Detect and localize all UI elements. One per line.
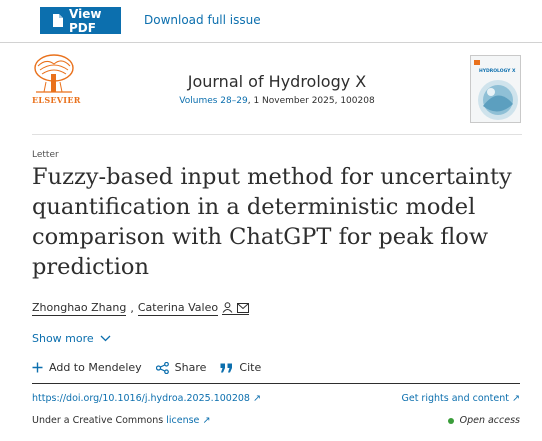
- divider: [32, 383, 520, 384]
- person-icon: [222, 302, 233, 313]
- cover-title: HYDROLOGY X: [479, 68, 516, 74]
- license-text: license: [166, 415, 200, 426]
- article-actions: Add to Mendeley Share Cite: [32, 361, 275, 374]
- plus-icon: [32, 362, 43, 373]
- envelope-icon: [237, 302, 250, 313]
- external-link-icon: ↗: [253, 393, 261, 404]
- doi-link[interactable]: https://doi.org/10.1016/j.hydroa.2025.10…: [32, 393, 261, 404]
- article-title: Fuzzy-based input method for uncertainty…: [32, 164, 512, 280]
- elsevier-tree-icon: [34, 54, 74, 93]
- open-access-badge: Open access: [447, 415, 520, 426]
- external-link-icon: ↗: [512, 393, 520, 404]
- external-link-icon: ↗: [202, 415, 211, 426]
- cite-button[interactable]: Cite: [220, 361, 261, 374]
- journal-cover-art: HYDROLOGY X: [474, 60, 518, 120]
- elsevier-wordmark: ELSEVIER: [32, 95, 81, 105]
- license-link[interactable]: license ↗: [166, 415, 210, 426]
- mendeley-label: Add to Mendeley: [49, 361, 142, 374]
- add-to-mendeley-button[interactable]: Add to Mendeley: [32, 361, 142, 374]
- share-button[interactable]: Share: [155, 361, 207, 374]
- issue-details: , 1 November 2025, 100208: [247, 96, 375, 106]
- doi-text: https://doi.org/10.1016/j.hydroa.2025.10…: [32, 393, 250, 404]
- open-access-label: Open access: [459, 415, 520, 426]
- journal-title[interactable]: Journal of Hydrology X: [187, 72, 367, 91]
- author-list: Zhonghao Zhang, Caterina Valeo: [32, 301, 250, 316]
- get-rights-link[interactable]: Get rights and content ↗: [401, 393, 520, 404]
- corresponding-author-icons[interactable]: [222, 302, 250, 315]
- license-line: Under a Creative Commons license ↗: [32, 415, 210, 426]
- show-more-label: Show more: [32, 332, 94, 345]
- download-full-issue-link[interactable]: Download full issue: [144, 13, 261, 27]
- pdf-file-icon: [53, 14, 63, 27]
- top-toolbar: View PDF Download full issue: [0, 0, 542, 43]
- journal-cover-image[interactable]: HYDROLOGY X: [470, 55, 521, 123]
- author-link[interactable]: Caterina Valeo: [137, 301, 219, 316]
- journal-volume-line: Volumes 28–29, 1 November 2025, 100208: [32, 96, 522, 106]
- rights-text: Get rights and content: [401, 393, 509, 404]
- view-pdf-label: View PDF: [69, 6, 102, 35]
- article-type: Letter: [32, 150, 59, 160]
- chevron-down-icon: [100, 335, 111, 342]
- author-separator: ,: [130, 302, 134, 315]
- quote-icon: [220, 363, 233, 372]
- cite-label: Cite: [239, 361, 262, 374]
- elsevier-logo[interactable]: ELSEVIER: [32, 54, 80, 108]
- open-access-dot-icon: [447, 417, 454, 424]
- author-link[interactable]: Zhonghao Zhang: [32, 301, 127, 316]
- show-more-button[interactable]: Show more: [32, 332, 111, 345]
- view-pdf-button[interactable]: View PDF: [40, 6, 121, 35]
- share-label: Share: [174, 361, 207, 374]
- journal-header: ELSEVIER Journal of Hydrology X Volumes …: [32, 52, 522, 135]
- share-icon: [155, 361, 169, 374]
- volume-link[interactable]: Volumes 28–29: [179, 96, 248, 106]
- license-prefix: Under a Creative Commons: [32, 415, 167, 426]
